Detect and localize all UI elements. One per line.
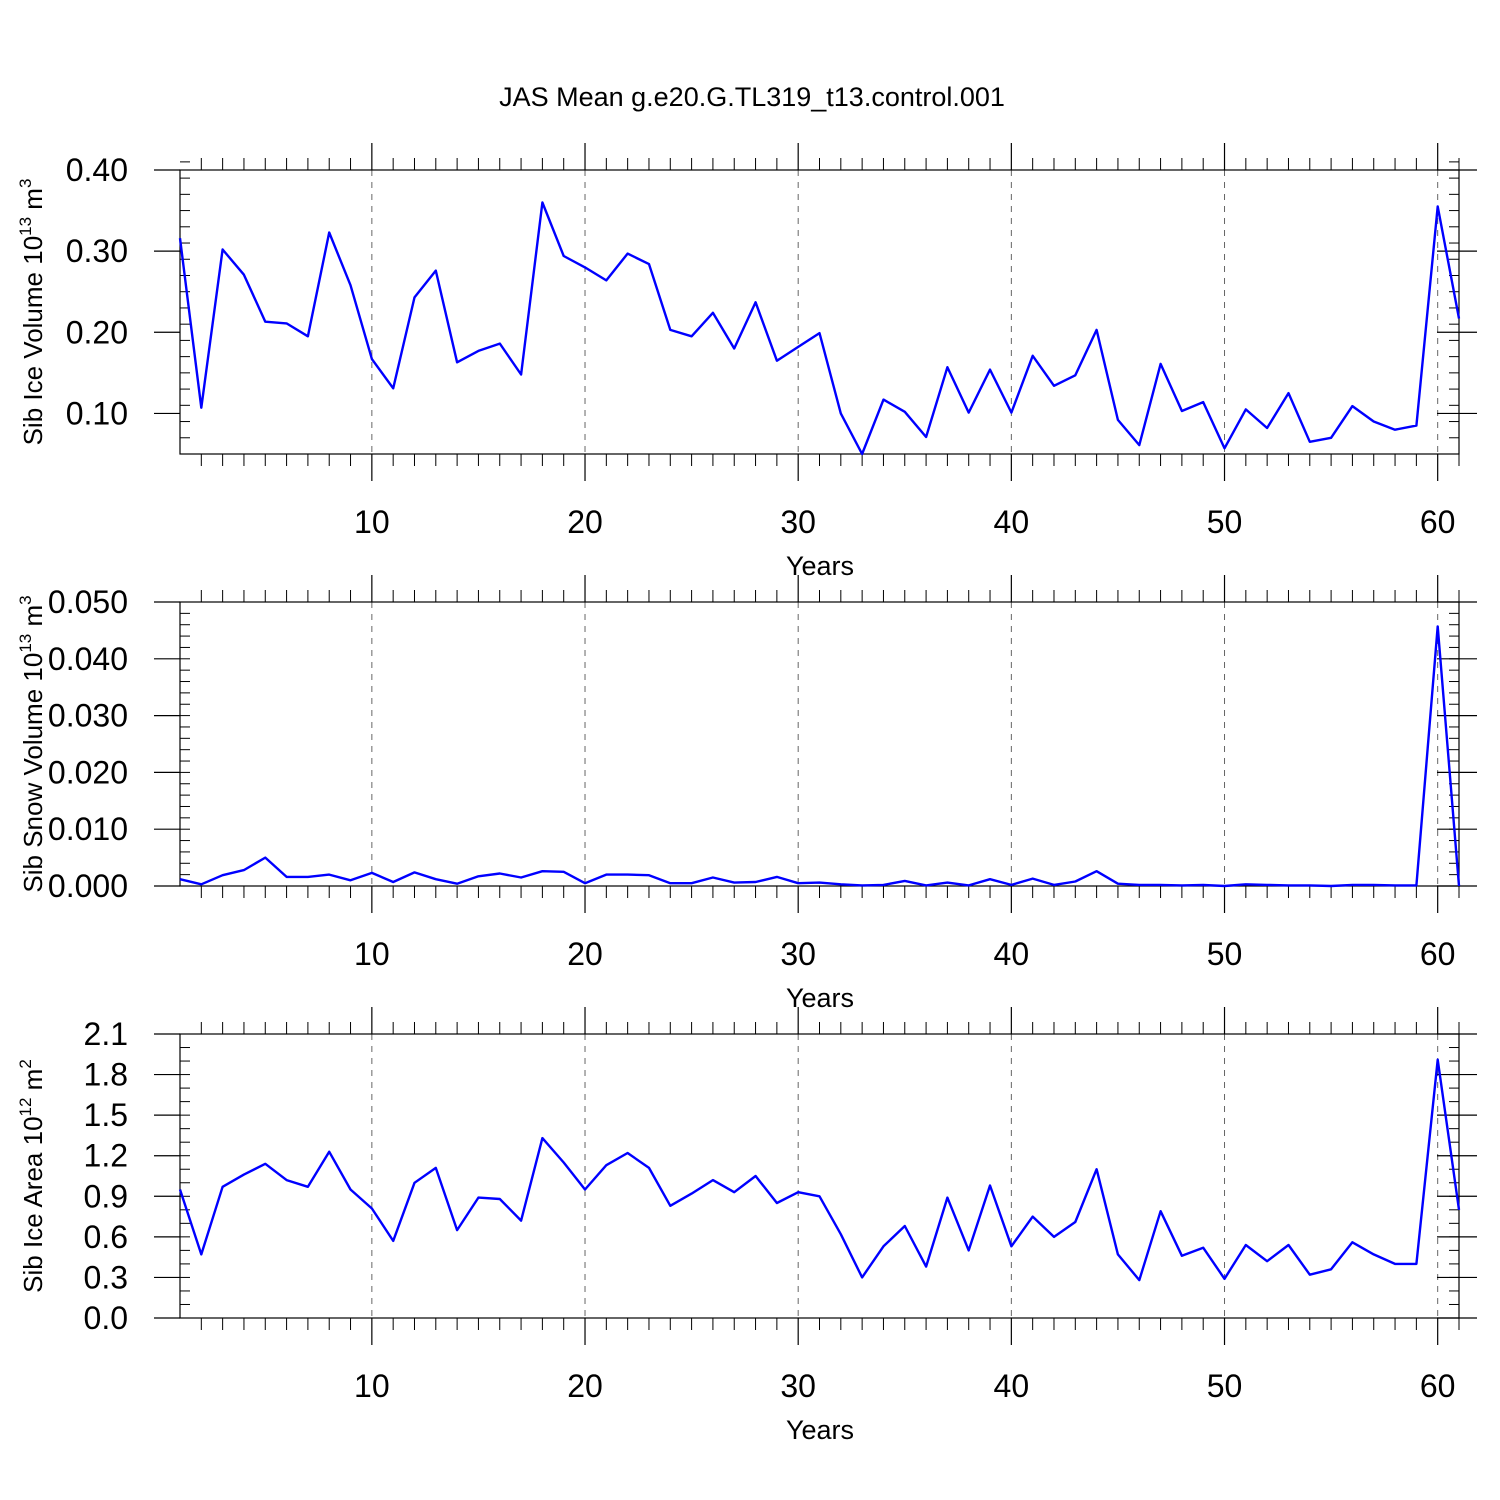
y-tick-label: 0.10 [66, 395, 128, 431]
y-axis-title-main: Sib Ice Volume 10 [18, 236, 48, 446]
y-axis-title-main: Sib Ice Area 10 [18, 1116, 48, 1292]
y-axis-title-main: Sib Snow Volume 10 [18, 653, 48, 893]
y-tick-label: 1.2 [84, 1138, 128, 1174]
y-tick-label: 0.050 [48, 584, 128, 620]
y-tick-label: 0.6 [84, 1219, 128, 1255]
panel-ice-volume: 0.10 0.20 0.30 0.40 10 20 30 40 50 60 Years Sib Ice… [16, 143, 1477, 581]
y-tick-label: 0.3 [84, 1259, 128, 1295]
y-axis-title-exponent: 13 [16, 634, 35, 653]
x-tick-label: 50 [1207, 504, 1243, 540]
y-tick-label: 1.5 [84, 1097, 128, 1133]
panel-snow-volume: 0.000 0.010 0.020 0.030 0.040 0.050 10 20 30 40 50… [16, 575, 1477, 1013]
x-tick-label: 40 [994, 504, 1030, 540]
x-tick-label: 10 [354, 504, 390, 540]
y-axis-title: Sib Ice Area 1012 m2 [16, 1059, 48, 1293]
y-tick-label: 0.030 [48, 698, 128, 734]
x-tick-label: 30 [780, 936, 816, 972]
x-tick-label: 50 [1207, 936, 1243, 972]
x-tick-label: 20 [567, 1368, 603, 1404]
y-tick-label: 0.020 [48, 754, 128, 790]
x-tick-label: 20 [567, 504, 603, 540]
y-axis-title-exponent: 12 [16, 1098, 35, 1117]
x-tick-label: 30 [780, 504, 816, 540]
x-tick-label: 40 [994, 936, 1030, 972]
x-tick-label: 60 [1420, 936, 1456, 972]
y-tick-label: 0.9 [84, 1178, 128, 1214]
x-axis-title: Years [786, 551, 854, 581]
x-tick-label: 50 [1207, 1368, 1243, 1404]
y-tick-label: 0.040 [48, 641, 128, 677]
y-axis-title-unit-exponent: 3 [16, 595, 35, 604]
y-axis-title: Sib Ice Volume 1013 m3 [16, 179, 48, 446]
x-tick-label: 40 [994, 1368, 1030, 1404]
y-tick-label: 0.0 [84, 1300, 128, 1336]
x-tick-label: 10 [354, 936, 390, 972]
y-axis-title-unit: m [18, 188, 48, 217]
y-tick-label: 0.40 [66, 152, 128, 188]
x-axis-title: Years [786, 1415, 854, 1445]
y-axis-title-exponent: 13 [16, 217, 35, 236]
y-axis-title-unit-exponent: 2 [16, 1059, 35, 1068]
y-axis-title-unit-exponent: 3 [16, 179, 35, 188]
chart-title: JAS Mean g.e20.G.TL319_t13.control.001 [499, 82, 1005, 112]
series-line-snow-volume [179, 625, 1461, 888]
y-axis-title-unit: m [18, 1069, 48, 1098]
x-axis-title: Years [786, 983, 854, 1013]
x-tick-label: 60 [1420, 504, 1456, 540]
panel-ice-area: 0.0 0.3 0.6 0.9 1.2 1.5 1.8 2.1 10 20 30 40 50 60 Year… [16, 1007, 1477, 1445]
y-tick-label: 2.1 [84, 1016, 128, 1052]
series-line-ice-volume [178, 201, 1461, 456]
series-line-ice-area [178, 1058, 1461, 1282]
y-axis-title: Sib Snow Volume 1013 m3 [16, 595, 48, 892]
y-axis-title-unit: m [18, 605, 48, 634]
y-tick-label: 0.010 [48, 811, 128, 847]
x-tick-label: 20 [567, 936, 603, 972]
x-tick-label: 60 [1420, 1368, 1456, 1404]
y-tick-label: 0.000 [48, 868, 128, 904]
y-tick-label: 0.30 [66, 233, 128, 269]
x-tick-label: 10 [354, 1368, 390, 1404]
y-tick-label: 1.8 [84, 1057, 128, 1093]
x-tick-label: 30 [780, 1368, 816, 1404]
y-tick-label: 0.20 [66, 314, 128, 350]
